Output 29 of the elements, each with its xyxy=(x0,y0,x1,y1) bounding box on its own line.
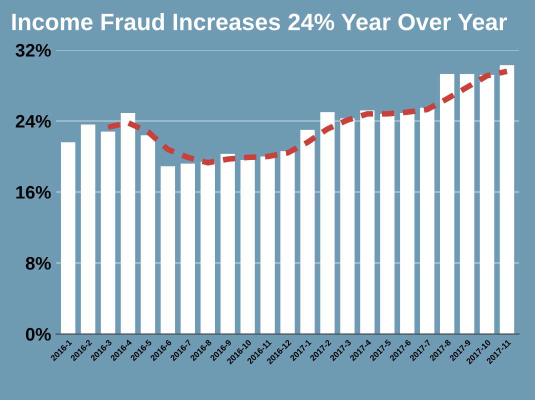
y-tick-label: 24% xyxy=(16,114,51,128)
bar xyxy=(160,166,176,334)
bar xyxy=(180,164,196,334)
y-tick-label: 0% xyxy=(26,328,51,341)
y-tick-label: 32% xyxy=(16,44,51,57)
y-tick-label: 8% xyxy=(26,256,51,270)
bar xyxy=(380,114,394,334)
bar xyxy=(260,156,275,334)
bar xyxy=(420,108,434,334)
bar xyxy=(140,135,156,334)
bar xyxy=(500,65,514,334)
bar xyxy=(320,112,335,334)
bar xyxy=(80,124,96,334)
bar xyxy=(200,162,215,334)
chart-title: Income Fraud Increases 24% Year Over Year xyxy=(12,12,507,30)
bar xyxy=(120,113,136,334)
bar xyxy=(440,74,454,334)
bar xyxy=(220,154,235,334)
bar xyxy=(480,74,494,334)
bar xyxy=(60,142,76,334)
bar xyxy=(340,118,355,334)
bar xyxy=(400,113,414,334)
bar xyxy=(460,74,474,334)
bar xyxy=(280,151,295,334)
bar xyxy=(100,132,116,334)
bar xyxy=(360,110,375,334)
y-tick-label: 16% xyxy=(16,186,51,199)
bar xyxy=(300,130,315,334)
bar xyxy=(240,160,255,334)
